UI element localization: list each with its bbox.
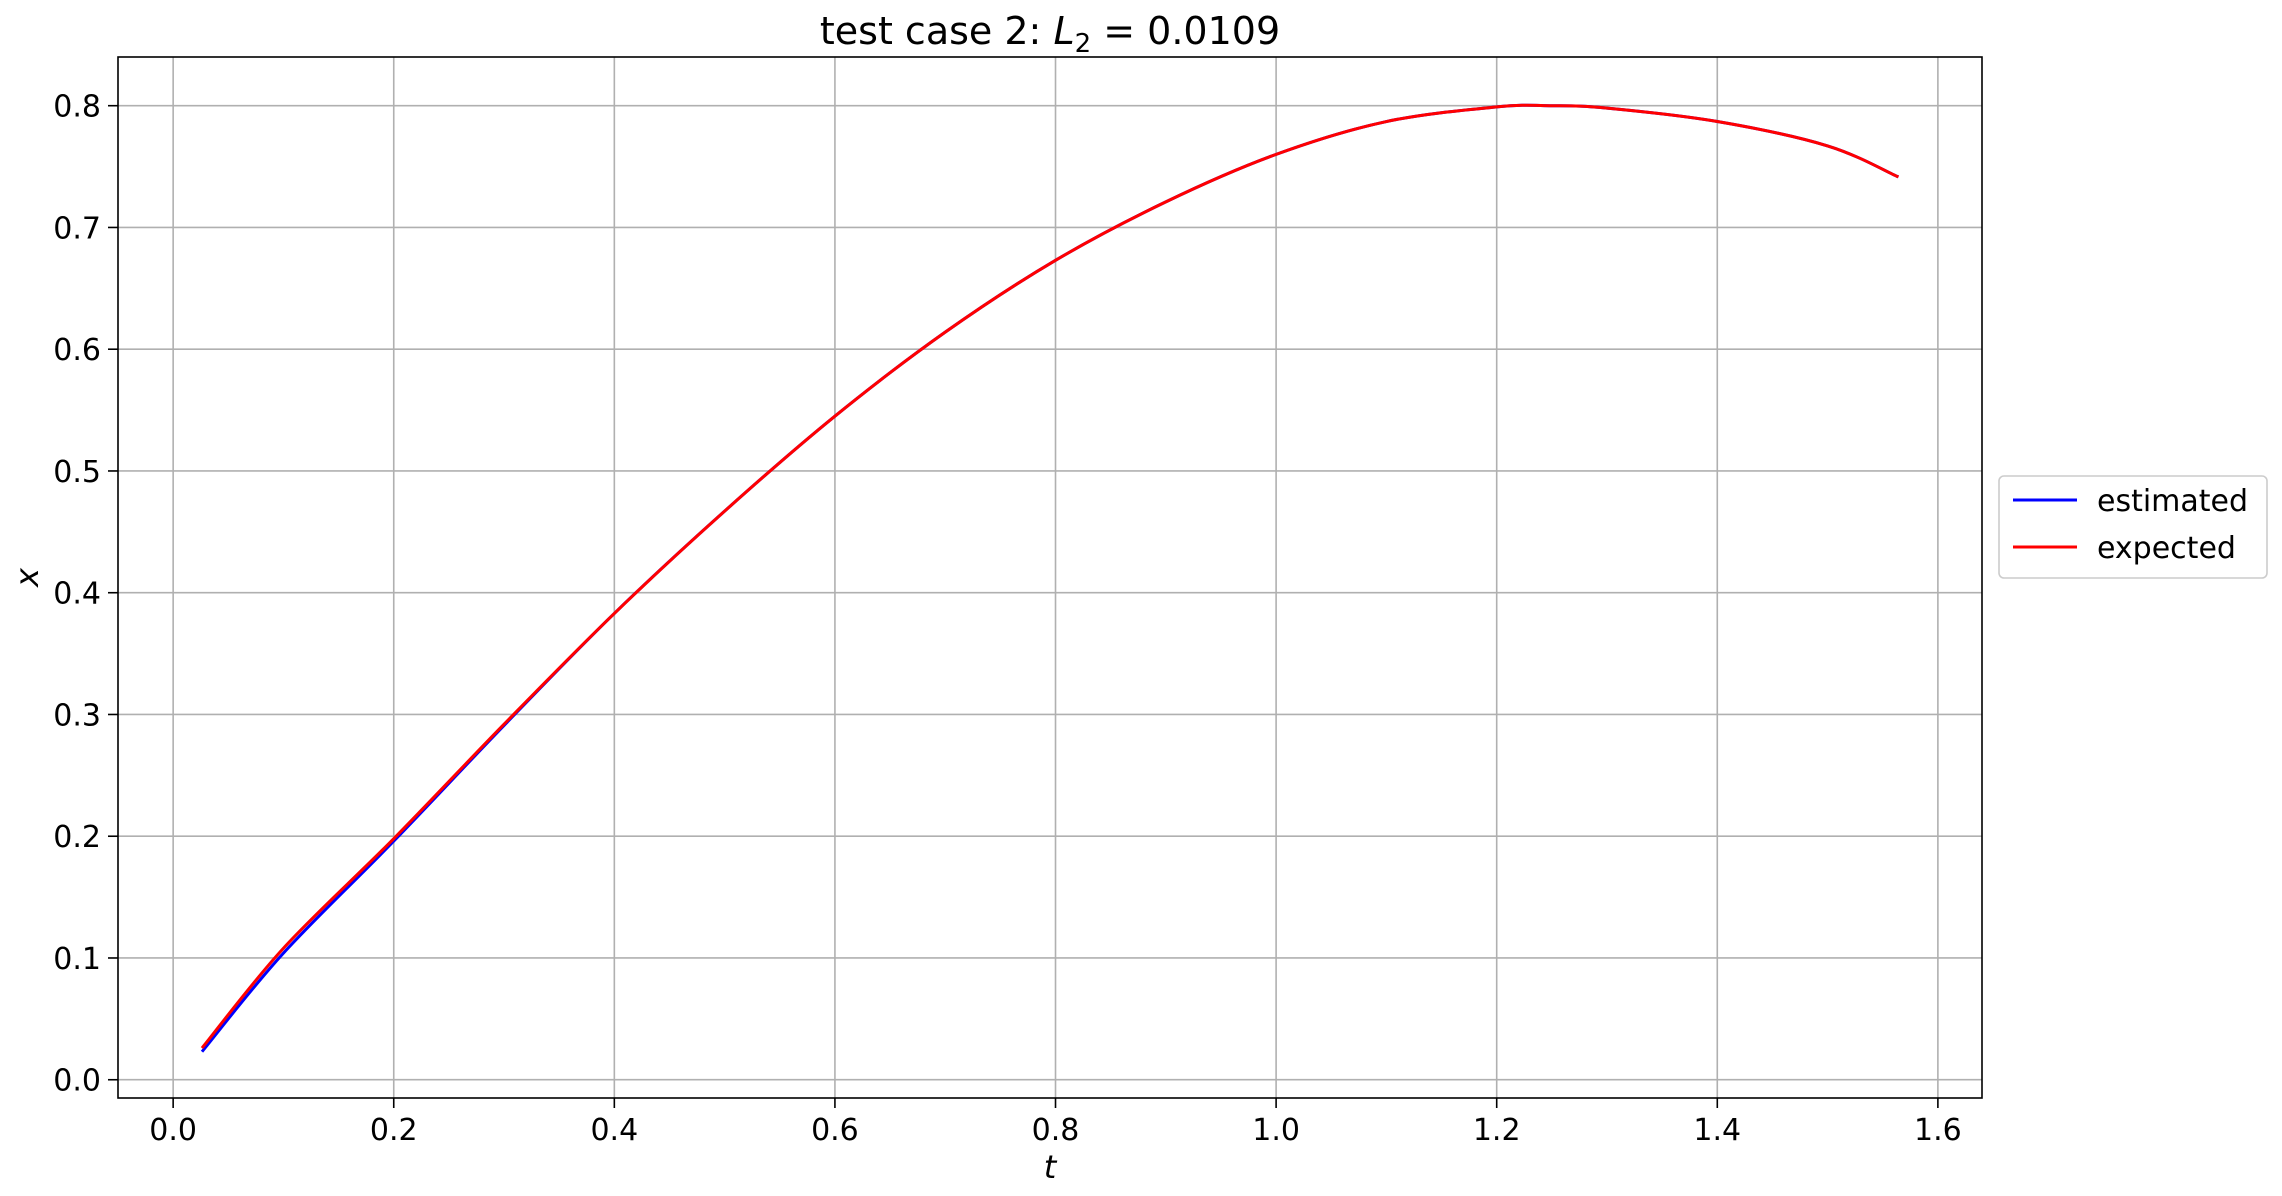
y-tick-label: 0.6 bbox=[53, 333, 101, 368]
legend: estimated expected bbox=[1998, 475, 2268, 579]
y-tick-label: 0.2 bbox=[53, 820, 101, 855]
plot-frame bbox=[117, 56, 1983, 1099]
x-tick-label: 1.4 bbox=[1693, 1113, 1741, 1148]
chart-title-prefix: test case 2: bbox=[820, 9, 1054, 53]
y-tick-label: 0.5 bbox=[53, 455, 101, 490]
y-tick-label: 0.7 bbox=[53, 211, 101, 246]
y-tick-label: 0.1 bbox=[53, 942, 101, 977]
y-tick-label: 0.3 bbox=[53, 698, 101, 733]
x-tick-label: 0.4 bbox=[590, 1113, 638, 1148]
series-line-expected bbox=[200, 103, 1900, 1049]
x-tick-label: 1.0 bbox=[1252, 1113, 1300, 1148]
grid-lines bbox=[118, 57, 1982, 1098]
x-tick-label: 1.6 bbox=[1914, 1113, 1962, 1148]
x-tick-label: 1.2 bbox=[1473, 1113, 1521, 1148]
x-tick-label: 0.2 bbox=[370, 1113, 418, 1148]
y-tick-label: 0.8 bbox=[53, 90, 101, 125]
legend-label-estimated: estimated bbox=[2097, 484, 2248, 519]
axis-ticks: 0.0 0.2 0.4 0.6 0.8 1.0 1.2 1.4 1.6 0.0 0.1 0.2 0.3 0… bbox=[53, 90, 1961, 1148]
x-axis-label: t bbox=[1044, 1148, 1058, 1186]
chart-title-symbol: L bbox=[1053, 9, 1074, 53]
x-tick-label: 0.8 bbox=[1032, 1113, 1080, 1148]
y-tick-label: 0.4 bbox=[53, 577, 101, 612]
y-tick-label: 0.0 bbox=[53, 1064, 101, 1099]
legend-label-expected: expected bbox=[2097, 531, 2236, 566]
x-tick-label: 0.0 bbox=[149, 1113, 197, 1148]
chart-title: test case 2: L2 = 0.0109 bbox=[820, 9, 1280, 59]
x-tick-label: 0.6 bbox=[811, 1113, 859, 1148]
chart-title-suffix: = 0.0109 bbox=[1091, 9, 1280, 53]
chart-title-subscript: 2 bbox=[1075, 29, 1092, 59]
series-lines bbox=[200, 103, 1900, 1053]
y-axis-label: x bbox=[8, 567, 46, 588]
